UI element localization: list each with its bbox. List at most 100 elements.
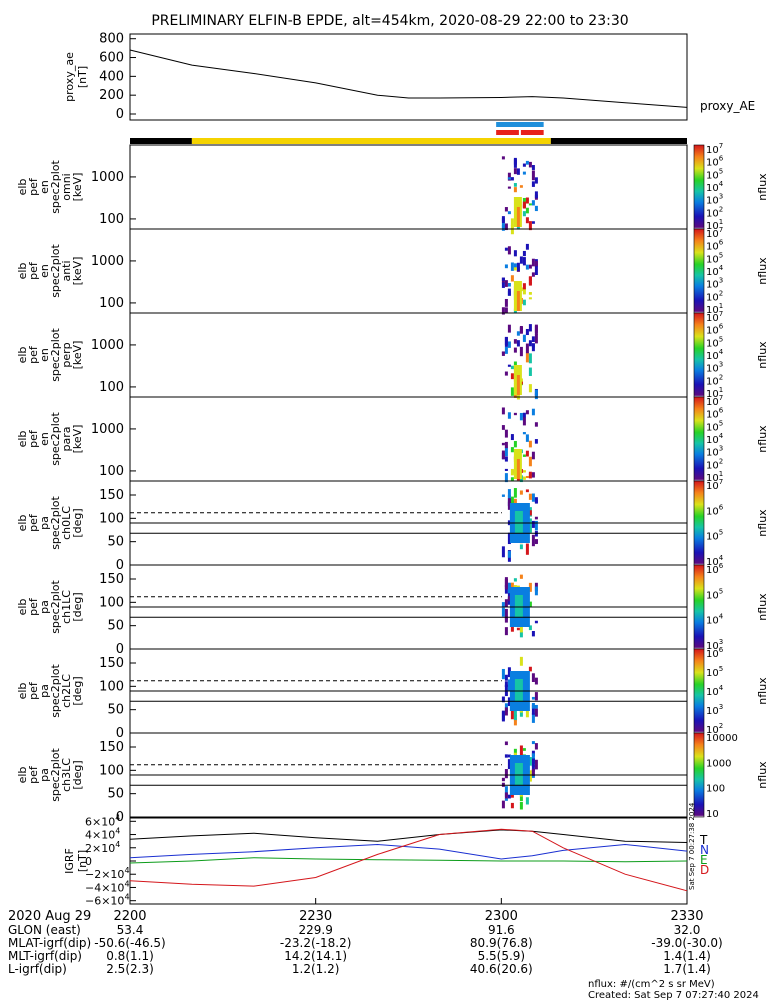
footer-row-label: GLON (east) (8, 923, 81, 937)
igrf-series-line (129, 829, 688, 843)
spectrogram-frame (129, 312, 688, 398)
spectrogram-ytick-label: 0 (116, 558, 124, 573)
colorbar-tick-label: 106 (706, 407, 724, 421)
footnote-units: nflux: #/(cm^2 s sr MeV) (588, 979, 715, 990)
spectrogram-cell (528, 324, 532, 332)
colorbar-tick-label: 106 (706, 503, 724, 517)
colorbar-tick-label: 104 (706, 264, 724, 278)
colorbar-tick-label: 100 (706, 784, 725, 795)
colorbar-tick-label: 107 (706, 142, 723, 156)
spectrogram-cell (534, 439, 538, 444)
spectrogram-cell (534, 708, 538, 717)
footer-cell: 1.4(1.4) (663, 949, 711, 963)
spectrogram-cell (531, 258, 535, 267)
spectrogram-ytick-label: 100 (99, 380, 124, 395)
spectrogram-cell (525, 197, 529, 204)
spectrogram-cell (513, 498, 517, 505)
spectrogram-cell (534, 191, 538, 199)
spectrogram-ytick-label: 100 (99, 595, 124, 610)
spectrogram-cell (531, 696, 535, 700)
igrf-legend-label: N (700, 843, 709, 857)
spectrogram-cell (513, 159, 517, 165)
spectrogram-cell (513, 717, 517, 726)
colorbar-tick-label: 106 (706, 323, 724, 337)
spectrogram-cell (525, 489, 529, 493)
colorbar-tick-label: 102 (706, 457, 723, 471)
spectrogram-cell (501, 668, 505, 680)
spectrogram-panels: 1000100elbpefenspec2plotomni[keV]1000100… (16, 144, 688, 825)
spectrogram-cell (528, 367, 532, 376)
spectrogram-cell (507, 679, 511, 691)
spectrogram-cell (507, 583, 511, 594)
spectrogram-cell (504, 247, 508, 251)
spectrogram-ylabel-line: elb (16, 179, 29, 196)
footer-cell: 40.6(20.6) (470, 962, 533, 976)
spectrogram-ytick-label: 0 (116, 726, 124, 741)
colorbar-tick-label: 106 (706, 646, 724, 660)
spectrogram-ytick-label: 0 (116, 810, 124, 825)
spectrogram-cell (507, 794, 511, 799)
spectrogram-cell (516, 262, 520, 272)
spectrogram-cell (504, 599, 508, 607)
igrf-panel: IGRF [nT] 6×1044×1042×1040−2×104−4×104−6… (63, 813, 709, 907)
colorbar-label: nflux (756, 425, 769, 453)
spectrogram-cell (525, 450, 529, 457)
colorbar-tick-label: 105 (706, 665, 723, 679)
ephemeris-footer: 2020 Aug 29 2200 2230 2300 2330 GLON (east) 5… (8, 909, 723, 976)
colorbar-tick-label: 102 (706, 289, 723, 303)
spectrogram-cell (534, 497, 538, 504)
spectrogram-cell (534, 389, 538, 400)
colorbar-tick-label: 105 (706, 167, 723, 181)
igrf-ytick-label: −4×104 (85, 879, 130, 894)
spectrogram-cell (501, 277, 505, 281)
spectrogram-cell (531, 765, 535, 772)
colorbar-label: nflux (756, 677, 769, 705)
spectrogram-cell (519, 626, 523, 633)
spectrogram-ylabel-line: anti (60, 260, 73, 281)
colorbar-tick-label: 105 (706, 587, 723, 601)
colorbar-label: nflux (756, 173, 769, 201)
colorbar-tick-label: 104 (706, 432, 724, 446)
spectrogram-cell (516, 459, 520, 479)
spectrogram-cell (516, 331, 520, 336)
footer-cell: 14.2(14.1) (284, 949, 347, 963)
igrf-series-line (129, 857, 688, 864)
spectrogram-cell (504, 798, 508, 801)
igrf-series-line (129, 843, 688, 860)
spectrogram-cell (501, 602, 505, 608)
spectrogram-cell (510, 262, 514, 271)
spectrogram-ylabel-line: pef (27, 765, 40, 784)
colorbar-tick-label: 105 (706, 335, 723, 349)
spectrogram-cell (528, 440, 532, 448)
footer-cell: 5.5(5.9) (478, 949, 526, 963)
spectrogram-cell (531, 165, 535, 170)
spectrogram-cell (504, 307, 508, 313)
spectrogram-cell (516, 168, 520, 175)
spectrogram-cell (522, 171, 526, 175)
spectrogram-cell (522, 299, 526, 306)
spectrogram-cell (531, 673, 535, 682)
spectrogram-cell (534, 422, 538, 427)
spectrogram-cell (534, 704, 538, 709)
spectrogram-cell (504, 371, 508, 376)
spectrogram-cell (507, 596, 511, 602)
spectrogram-cell (531, 181, 535, 187)
spectrogram-ytick-label: 100 (99, 679, 124, 694)
spectrogram-cell (528, 161, 532, 168)
status-marker (496, 122, 544, 127)
footer-time-label: 2330 (670, 909, 703, 924)
spectrogram-ylabel-line: pef (27, 429, 40, 448)
spectrogram-cell (531, 472, 535, 478)
spectrogram-cell (531, 336, 535, 342)
spectrogram-ylabel-line: [deg] (71, 508, 84, 537)
spectrogram-cell (507, 412, 511, 419)
spectrogram-frame (129, 144, 688, 230)
spectrogram-cell (516, 585, 520, 589)
spectrogram-cell (504, 792, 508, 800)
spectrogram-cell (507, 324, 511, 333)
spectrogram-cell (501, 282, 505, 288)
colorbar-tick-label: 101 (706, 302, 723, 316)
spectrogram-cell (525, 352, 529, 363)
spectrogram-ylabel-line: ch3LC (60, 758, 73, 792)
